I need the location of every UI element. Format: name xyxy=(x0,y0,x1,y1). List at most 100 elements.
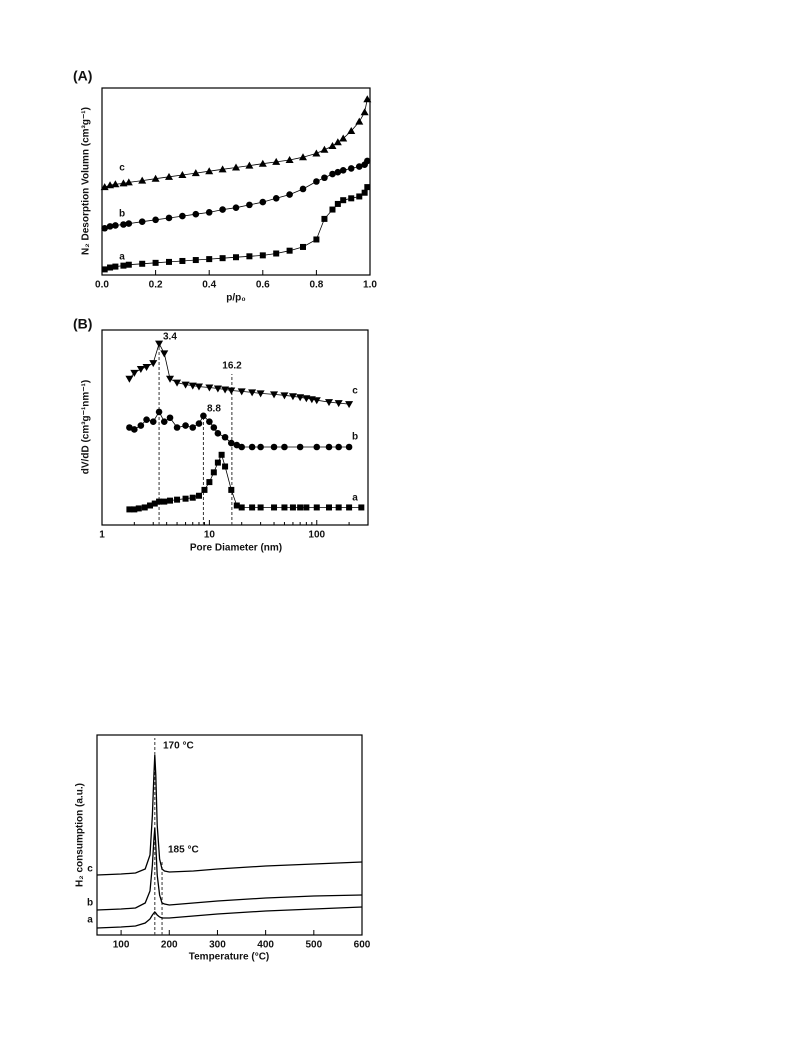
marker xyxy=(313,443,321,451)
marker xyxy=(195,492,202,499)
marker xyxy=(210,424,218,431)
marker xyxy=(348,195,355,202)
marker xyxy=(356,193,363,200)
marker xyxy=(346,504,353,511)
panel-label: (B) xyxy=(73,316,92,332)
marker xyxy=(152,216,159,224)
marker xyxy=(249,504,256,511)
marker xyxy=(206,418,213,425)
marker xyxy=(142,364,151,372)
x-tick-label: 0.0 xyxy=(95,280,109,291)
marker xyxy=(334,200,341,207)
marker xyxy=(189,494,196,501)
marker xyxy=(257,443,264,451)
marker xyxy=(174,496,181,503)
marker xyxy=(218,451,225,458)
series-label: a xyxy=(87,915,93,926)
marker xyxy=(173,424,181,431)
series-line xyxy=(96,754,363,876)
marker xyxy=(179,257,186,264)
x-axis-label: Temperature (°C) xyxy=(189,952,270,963)
marker xyxy=(192,210,200,218)
plot-frame xyxy=(101,87,371,276)
marker xyxy=(218,165,227,173)
marker xyxy=(201,486,208,493)
marker xyxy=(137,422,145,429)
marker xyxy=(138,218,146,226)
marker xyxy=(288,393,297,401)
plot-frame xyxy=(101,329,369,526)
marker xyxy=(221,433,229,441)
marker xyxy=(347,127,356,135)
marker xyxy=(335,443,342,451)
marker xyxy=(125,261,132,268)
marker xyxy=(286,247,293,254)
x-tick-label: 0.6 xyxy=(256,280,270,291)
marker xyxy=(195,420,203,427)
marker xyxy=(286,191,293,198)
marker xyxy=(329,170,336,178)
marker xyxy=(126,506,133,513)
marker xyxy=(107,264,114,271)
marker xyxy=(166,375,175,383)
marker xyxy=(210,469,217,476)
panel-label: (A) xyxy=(73,68,92,84)
marker xyxy=(285,155,294,163)
marker xyxy=(355,117,364,125)
marker xyxy=(151,174,160,182)
marker xyxy=(257,504,264,511)
marker xyxy=(281,504,288,511)
marker xyxy=(181,381,190,389)
marker xyxy=(214,430,222,437)
series-label: c xyxy=(87,864,93,875)
marker xyxy=(131,506,138,513)
marker xyxy=(152,259,159,266)
marker xyxy=(333,138,342,146)
marker xyxy=(155,340,164,348)
marker xyxy=(345,401,354,409)
annotation: 16.2 xyxy=(222,361,242,372)
x-tick-label: 100 xyxy=(113,940,130,951)
marker xyxy=(360,108,369,116)
x-tick-label: 300 xyxy=(209,940,226,951)
series-line xyxy=(96,827,363,911)
series-label: b xyxy=(119,209,125,220)
marker xyxy=(219,206,226,213)
marker xyxy=(248,389,257,397)
y-axis-label: dV/dD (cm³g⁻¹nm⁻¹) xyxy=(81,380,92,474)
marker xyxy=(321,174,328,182)
annotation: 170 °C xyxy=(163,741,194,752)
marker xyxy=(233,502,240,509)
marker xyxy=(340,197,347,204)
marker xyxy=(272,195,280,202)
x-tick-label: 500 xyxy=(305,940,322,951)
y-axis-label: H₂ consumption (a.u.) xyxy=(75,783,86,887)
series-label: b xyxy=(352,432,358,443)
marker xyxy=(259,252,266,259)
x-tick-label: 0.2 xyxy=(149,280,163,291)
marker xyxy=(313,178,320,185)
marker xyxy=(248,443,256,451)
marker xyxy=(112,222,119,229)
marker xyxy=(111,180,120,188)
marker xyxy=(136,366,145,373)
marker xyxy=(237,388,246,396)
marker xyxy=(280,392,289,400)
marker xyxy=(245,161,254,169)
marker xyxy=(120,262,127,269)
x-tick-label: 600 xyxy=(354,940,371,951)
marker xyxy=(205,384,214,392)
marker xyxy=(221,386,230,394)
marker xyxy=(227,387,236,395)
marker xyxy=(149,360,158,368)
series-line xyxy=(104,160,368,229)
marker xyxy=(138,176,147,184)
marker xyxy=(101,224,108,232)
marker xyxy=(173,379,182,387)
marker xyxy=(238,443,246,451)
x-tick-label: 0.4 xyxy=(202,280,216,291)
marker xyxy=(312,397,321,405)
series-line xyxy=(104,99,368,188)
